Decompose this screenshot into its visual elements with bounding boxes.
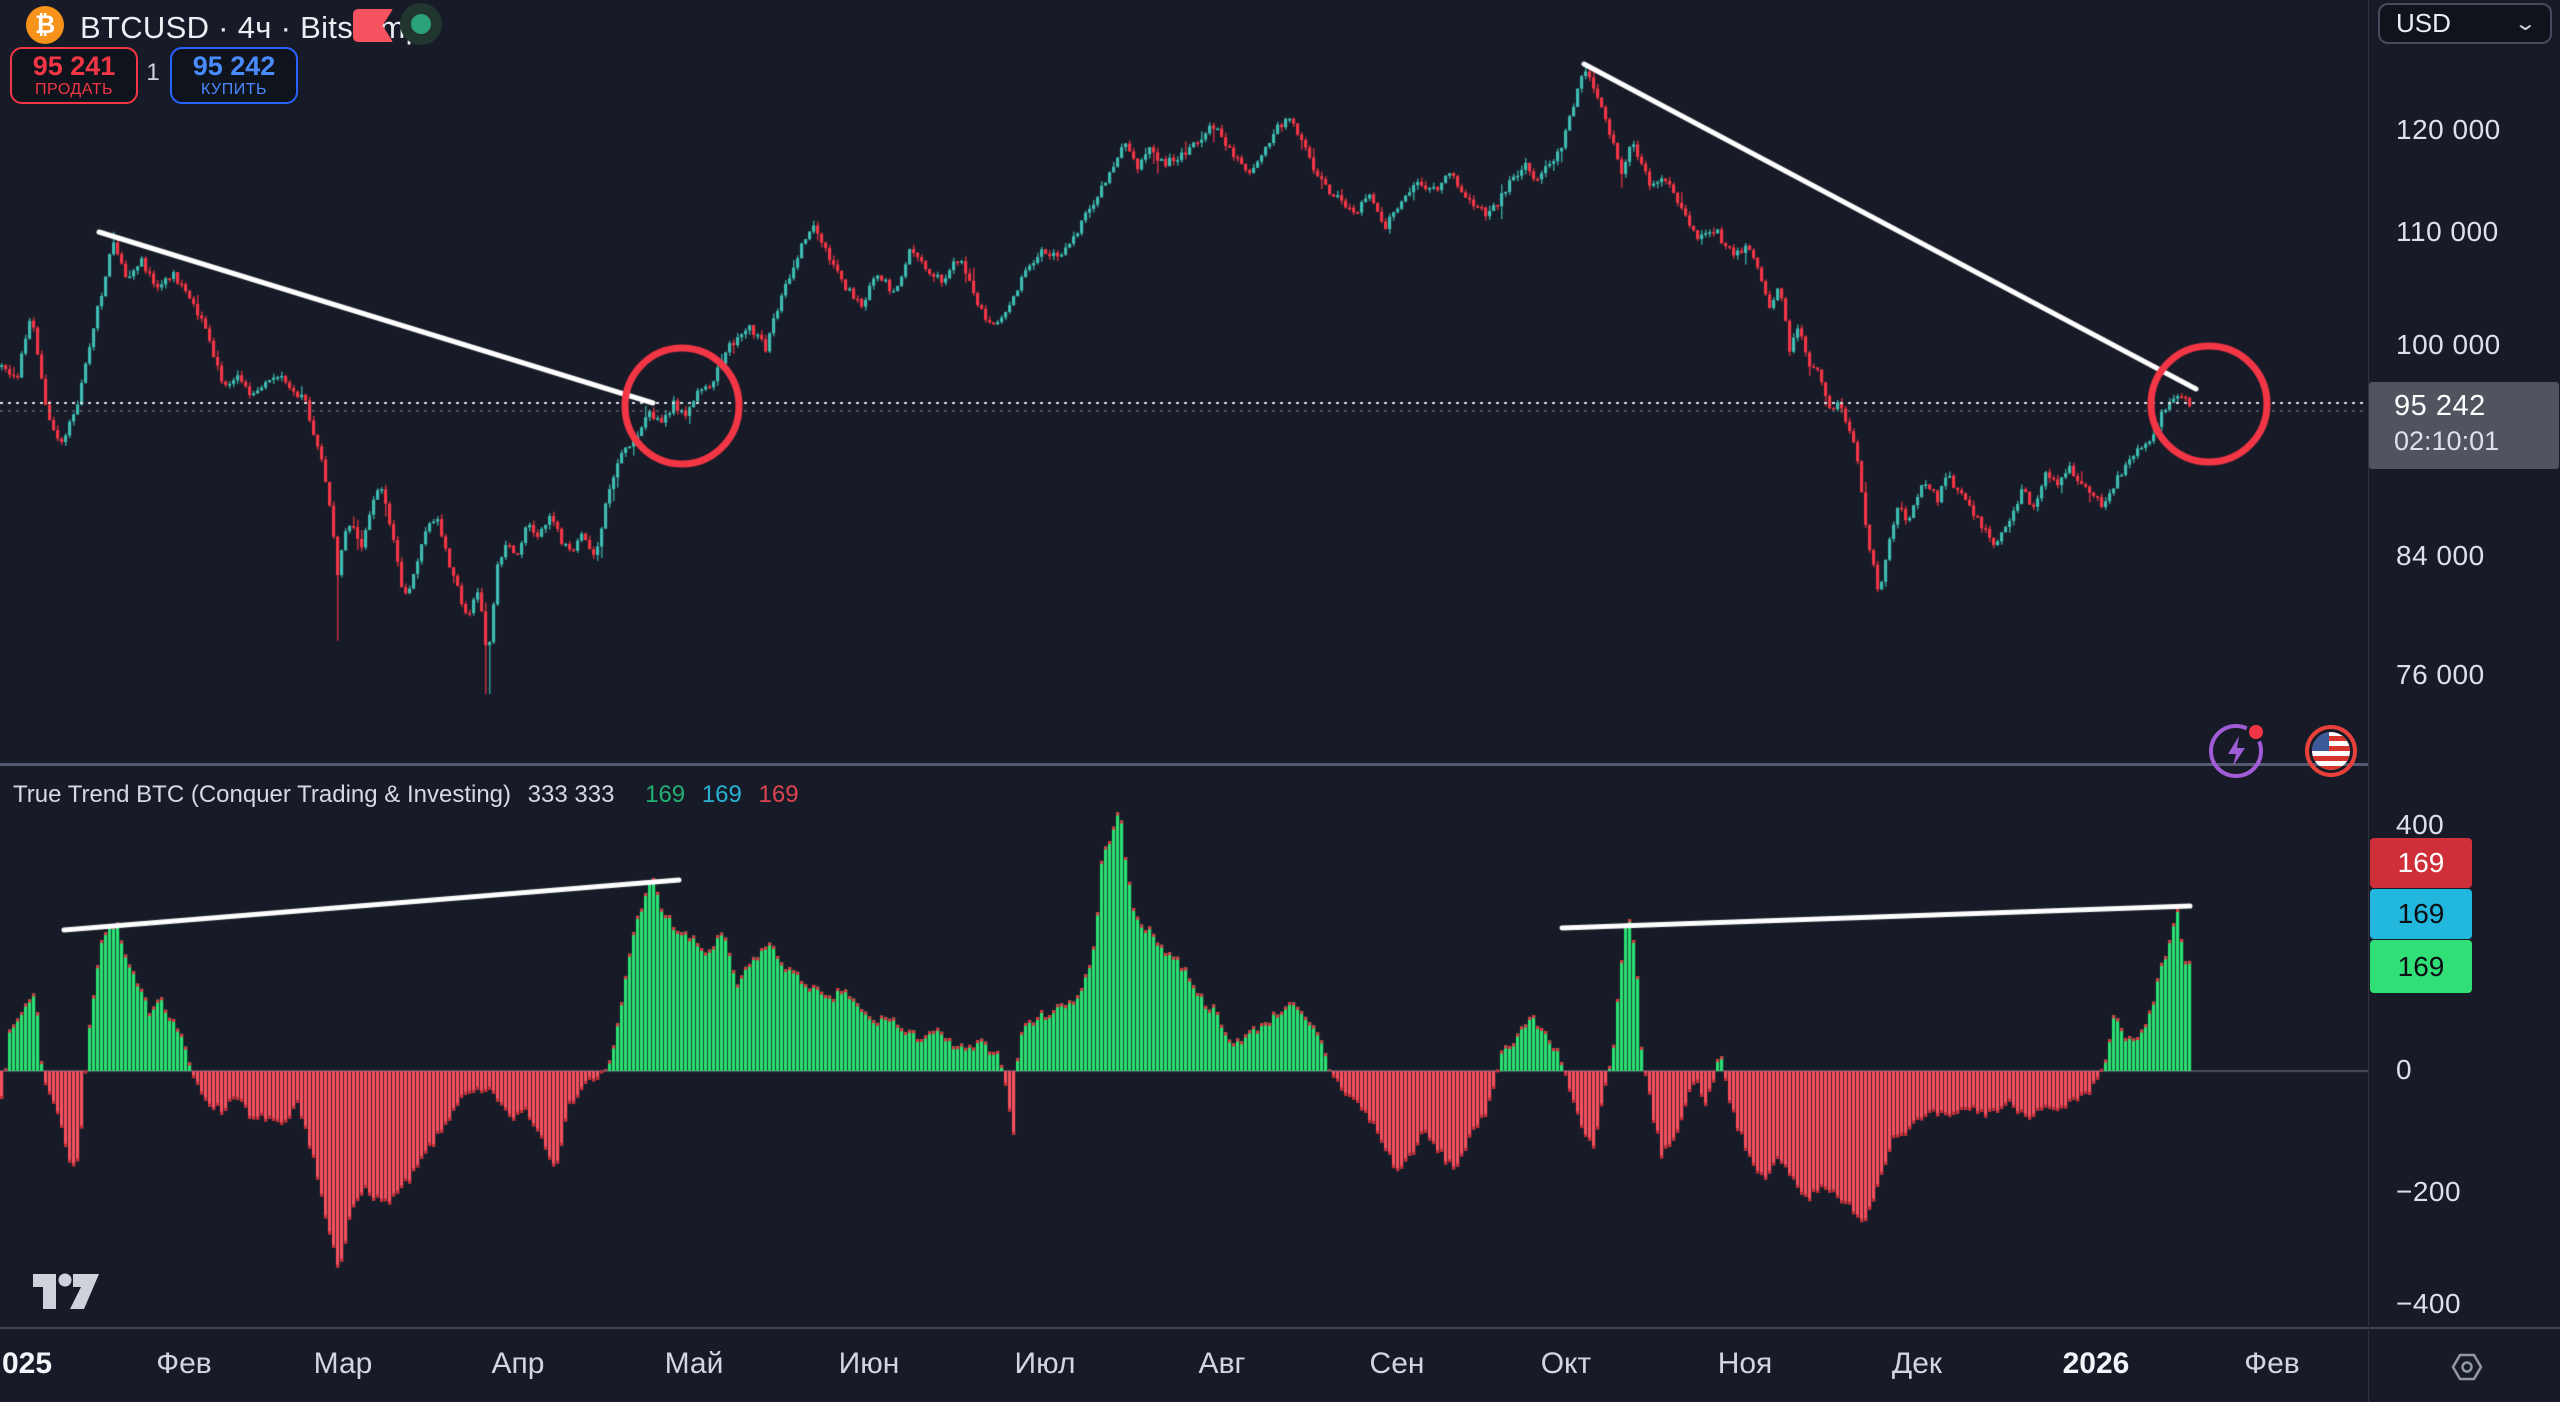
time-axis-label: Май	[664, 1347, 724, 1380]
buy-button[interactable]: 95 242 КУПИТЬ	[170, 47, 298, 104]
indicator-tick-label: 0	[2396, 1054, 2413, 1085]
currency-value: USD	[2396, 8, 2451, 38]
indicator-name: True Trend BTC (Conquer Trading & Invest…	[13, 781, 511, 808]
current-price-badge: 95 242 02:10:01	[2369, 382, 2559, 469]
time-axis-label: Сен	[1369, 1347, 1425, 1380]
time-axis-settings-gear-icon[interactable]	[2448, 1348, 2486, 1386]
indicator-title-row[interactable]: True Trend BTC (Conquer Trading & Invest…	[13, 781, 809, 809]
time-axis-label: Фев	[2244, 1347, 2300, 1380]
price-tick-label: 110 000	[2396, 216, 2499, 247]
spread-value: 1	[146, 59, 160, 86]
indicator-value-red: 169	[758, 781, 799, 808]
price-tick-label: 76 000	[2396, 659, 2485, 690]
instant-order-lightning-icon[interactable]	[2206, 720, 2268, 782]
indicator-histogram-canvas[interactable]	[0, 766, 2368, 1326]
indicator-level-badge: 169	[2370, 838, 2472, 888]
indicator-value-cyan: 169	[701, 781, 742, 808]
time-axis-divider	[2368, 1327, 2369, 1402]
indicator-tick-label: −200	[2396, 1176, 2462, 1207]
time-axis-label: 2026	[2062, 1347, 2130, 1380]
time-axis-label: Дек	[1891, 1347, 1943, 1380]
buy-price: 95 242	[192, 50, 276, 81]
buy-label: КУПИТЬ	[201, 81, 267, 99]
us-flag-session-icon[interactable]	[2303, 723, 2359, 779]
pane-separator[interactable]	[0, 763, 2368, 766]
sell-price: 95 241	[32, 50, 116, 81]
time-axis-label: Апр	[491, 1347, 545, 1380]
indicator-tick-label: 400	[2396, 809, 2445, 840]
market-status-icon[interactable]	[400, 3, 442, 45]
time-axis-label: Ноя	[1717, 1347, 1773, 1380]
price-axis-column[interactable]	[2368, 0, 2560, 1327]
bitcoin-logo-icon: ₿	[26, 6, 64, 44]
time-axis-label: Июн	[838, 1347, 900, 1380]
time-axis-label: 025	[2, 1347, 53, 1380]
indicator-params: 333 333	[527, 781, 615, 808]
time-axis-label: Окт	[1540, 1347, 1592, 1380]
indicator-tick-label: −400	[2396, 1288, 2462, 1319]
price-tick-label: 100 000	[2396, 329, 2501, 360]
time-axis-label: Июл	[1014, 1347, 1076, 1380]
time-axis[interactable]	[0, 1327, 2560, 1402]
candlestick-chart-canvas[interactable]	[0, 0, 2368, 763]
time-axis-label: Фев	[156, 1347, 212, 1380]
sell-label: ПРОДАТЬ	[35, 81, 113, 99]
bitcoin-glyph: ₿	[34, 10, 56, 39]
time-axis-label: Мар	[313, 1347, 373, 1380]
chevron-down-icon: ⌄	[2513, 13, 2538, 35]
tradingview-logo[interactable]	[28, 1265, 104, 1313]
price-tick-label: 84 000	[2396, 540, 2485, 571]
currency-dropdown[interactable]: USD ⌄	[2378, 3, 2552, 44]
indicator-level-badge: 169	[2370, 889, 2472, 939]
current-price: 95 242	[2394, 390, 2486, 422]
time-axis-label: Авг	[1198, 1347, 1246, 1380]
indicator-value-green: 169	[645, 781, 686, 808]
market-status-dot	[411, 14, 431, 34]
bar-countdown: 02:10:01	[2394, 426, 2500, 456]
price-tick-label: 120 000	[2396, 114, 2501, 145]
sell-button[interactable]: 95 241 ПРОДАТЬ	[10, 47, 138, 104]
indicator-level-badge: 169	[2370, 940, 2472, 993]
